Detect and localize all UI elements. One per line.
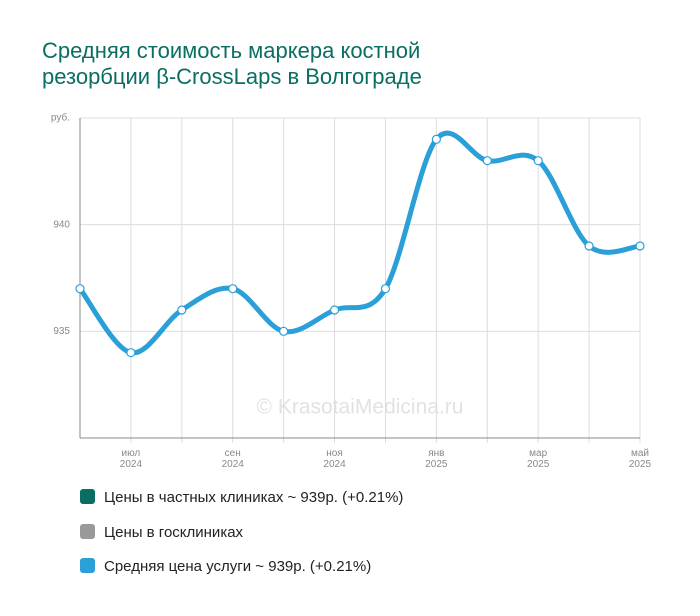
x-tick-label: янв 2025	[425, 448, 448, 470]
series-line	[77, 130, 643, 356]
x-tick-label: сен 2024	[221, 448, 244, 470]
legend-entry: Цены в госклиниках	[80, 523, 244, 541]
data-point	[228, 284, 238, 294]
data-point	[482, 156, 492, 166]
data-point	[279, 326, 289, 336]
data-point	[126, 348, 136, 358]
data-point	[329, 305, 340, 315]
data-point	[75, 284, 85, 294]
data-point	[635, 241, 645, 251]
x-tick-label: мар 2025	[527, 448, 550, 470]
legend-label: Цены в госклиниках	[104, 523, 244, 541]
y-tick-label: 940	[53, 219, 70, 230]
y-tick-label: 935	[53, 326, 70, 337]
data-point	[584, 241, 594, 251]
legend-swatch	[80, 489, 95, 504]
legend-entry: Цены в частных клиниках ~ 939р. (+0.21%)	[80, 489, 403, 506]
legend-swatch	[80, 523, 95, 539]
data-point	[380, 284, 391, 294]
legend-label: Средняя цена услуги ~ 939р. (+0.21%)	[104, 558, 372, 575]
y-tick-label: руб.	[51, 112, 70, 124]
x-tick-label: май 2025	[628, 448, 652, 470]
watermark: © KrasotaiMedicina.ru	[257, 396, 464, 419]
legend-label: Цены в частных клиниках ~ 939р. (+0.21%)	[104, 489, 404, 506]
legend-entry: Средняя цена услуги ~ 939р. (+0.21%)	[80, 558, 371, 575]
data-point	[177, 305, 187, 315]
legend-swatch	[80, 558, 95, 573]
data-point	[533, 156, 543, 166]
x-tick-label: ноя 2024	[323, 448, 346, 470]
chart-title: Средняя стоимость маркера костной резорб…	[42, 38, 422, 89]
data-point	[431, 134, 441, 144]
x-tick-label: июл 2024	[119, 448, 143, 470]
